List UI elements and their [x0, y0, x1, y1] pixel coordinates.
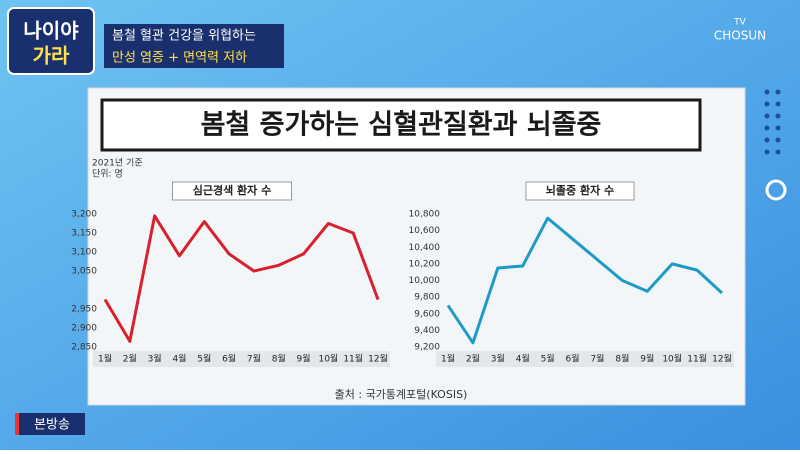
- x-tick-label: 2월: [123, 353, 137, 365]
- basis: 2021년 기준: [92, 158, 143, 169]
- x-tick-label: 2월: [466, 353, 480, 365]
- y-tick-label: 9,200: [414, 343, 440, 353]
- x-tick-label: 12월: [368, 353, 388, 365]
- x-tick-label: 11월: [343, 353, 363, 365]
- caption-box: [104, 24, 284, 46]
- y-tick-label: 9,400: [414, 326, 440, 336]
- logo-text: 가라: [33, 44, 70, 68]
- x-tick-label: 5월: [541, 353, 555, 365]
- x-tick-label: 9월: [640, 353, 654, 365]
- y-tick-label: 10,400: [409, 243, 441, 253]
- channel: TV: [733, 18, 746, 28]
- unit: 단위: 명: [92, 169, 123, 180]
- x-tick-label: 7월: [247, 353, 261, 365]
- x-tick-label: 7월: [590, 353, 604, 365]
- y-tick-label: 10,600: [409, 226, 441, 236]
- y-tick-label: 2,950: [71, 305, 97, 315]
- x-tick-label: 10월: [662, 353, 682, 365]
- caption-box: [104, 46, 284, 68]
- y-tick-label: 3,200: [71, 210, 97, 220]
- x-tick-label: 1월: [441, 353, 455, 365]
- chart-title-box: [172, 181, 292, 201]
- x-tick-label: 4월: [172, 353, 186, 365]
- chart-title: 심근경색 환자 수: [193, 183, 272, 197]
- x-tick-label: 1월: [98, 353, 112, 365]
- y-tick-label: 10,200: [409, 259, 441, 269]
- caption: 봄철 혈관 건강을 위협하는: [112, 29, 256, 44]
- line: [446, 216, 724, 345]
- y-tick-label: 2,850: [71, 343, 97, 353]
- badge-box: [15, 413, 85, 435]
- x-tick-label: 10월: [318, 353, 338, 365]
- source: 출처 : 국가통계포털(KOSIS): [335, 388, 468, 401]
- y-tick-label: 2,900: [71, 324, 97, 334]
- x-tick-label: 8월: [272, 353, 286, 365]
- x-axis-band: [93, 351, 390, 367]
- y-tick-label: 9,600: [414, 309, 440, 319]
- x-tick-label: 5월: [197, 353, 211, 365]
- badge: 본방송: [34, 418, 70, 433]
- y-tick-label: 3,150: [71, 229, 97, 239]
- title-box: [100, 98, 702, 152]
- line: [103, 214, 380, 343]
- x-tick-label: 8월: [615, 353, 629, 365]
- x-tick-label: 4월: [516, 353, 530, 365]
- y-tick-label: 10,000: [409, 276, 441, 286]
- x-axis-band: [436, 351, 734, 367]
- badge-accent: [15, 413, 19, 435]
- logo-text: 나이야: [23, 19, 79, 43]
- y-tick-label: 3,100: [71, 248, 97, 258]
- y-tick-label: 3,050: [71, 267, 97, 277]
- chart-title: 뇌졸중 환자 수: [546, 183, 614, 197]
- panel-title: 봄철 증가하는 심혈관질환과 뇌졸중: [201, 110, 602, 141]
- chart-title-box: [525, 181, 635, 201]
- y-tick-label: 10,800: [409, 210, 441, 220]
- dots: [764, 89, 781, 155]
- ring: [765, 179, 787, 201]
- x-tick-label: 3월: [148, 353, 162, 365]
- x-tick-label: 11월: [687, 353, 707, 365]
- x-tick-label: 9월: [297, 353, 311, 365]
- x-tick-label: 6월: [566, 353, 580, 365]
- y-tick-label: 9,800: [414, 293, 440, 303]
- caption: 만성 염증 + 면역력 저하: [112, 51, 247, 66]
- x-tick-label: 12월: [712, 353, 732, 365]
- x-tick-label: 3월: [491, 353, 505, 365]
- channel: CHOSUN: [714, 29, 766, 43]
- logo-box: [7, 7, 95, 75]
- x-tick-label: 6월: [222, 353, 236, 365]
